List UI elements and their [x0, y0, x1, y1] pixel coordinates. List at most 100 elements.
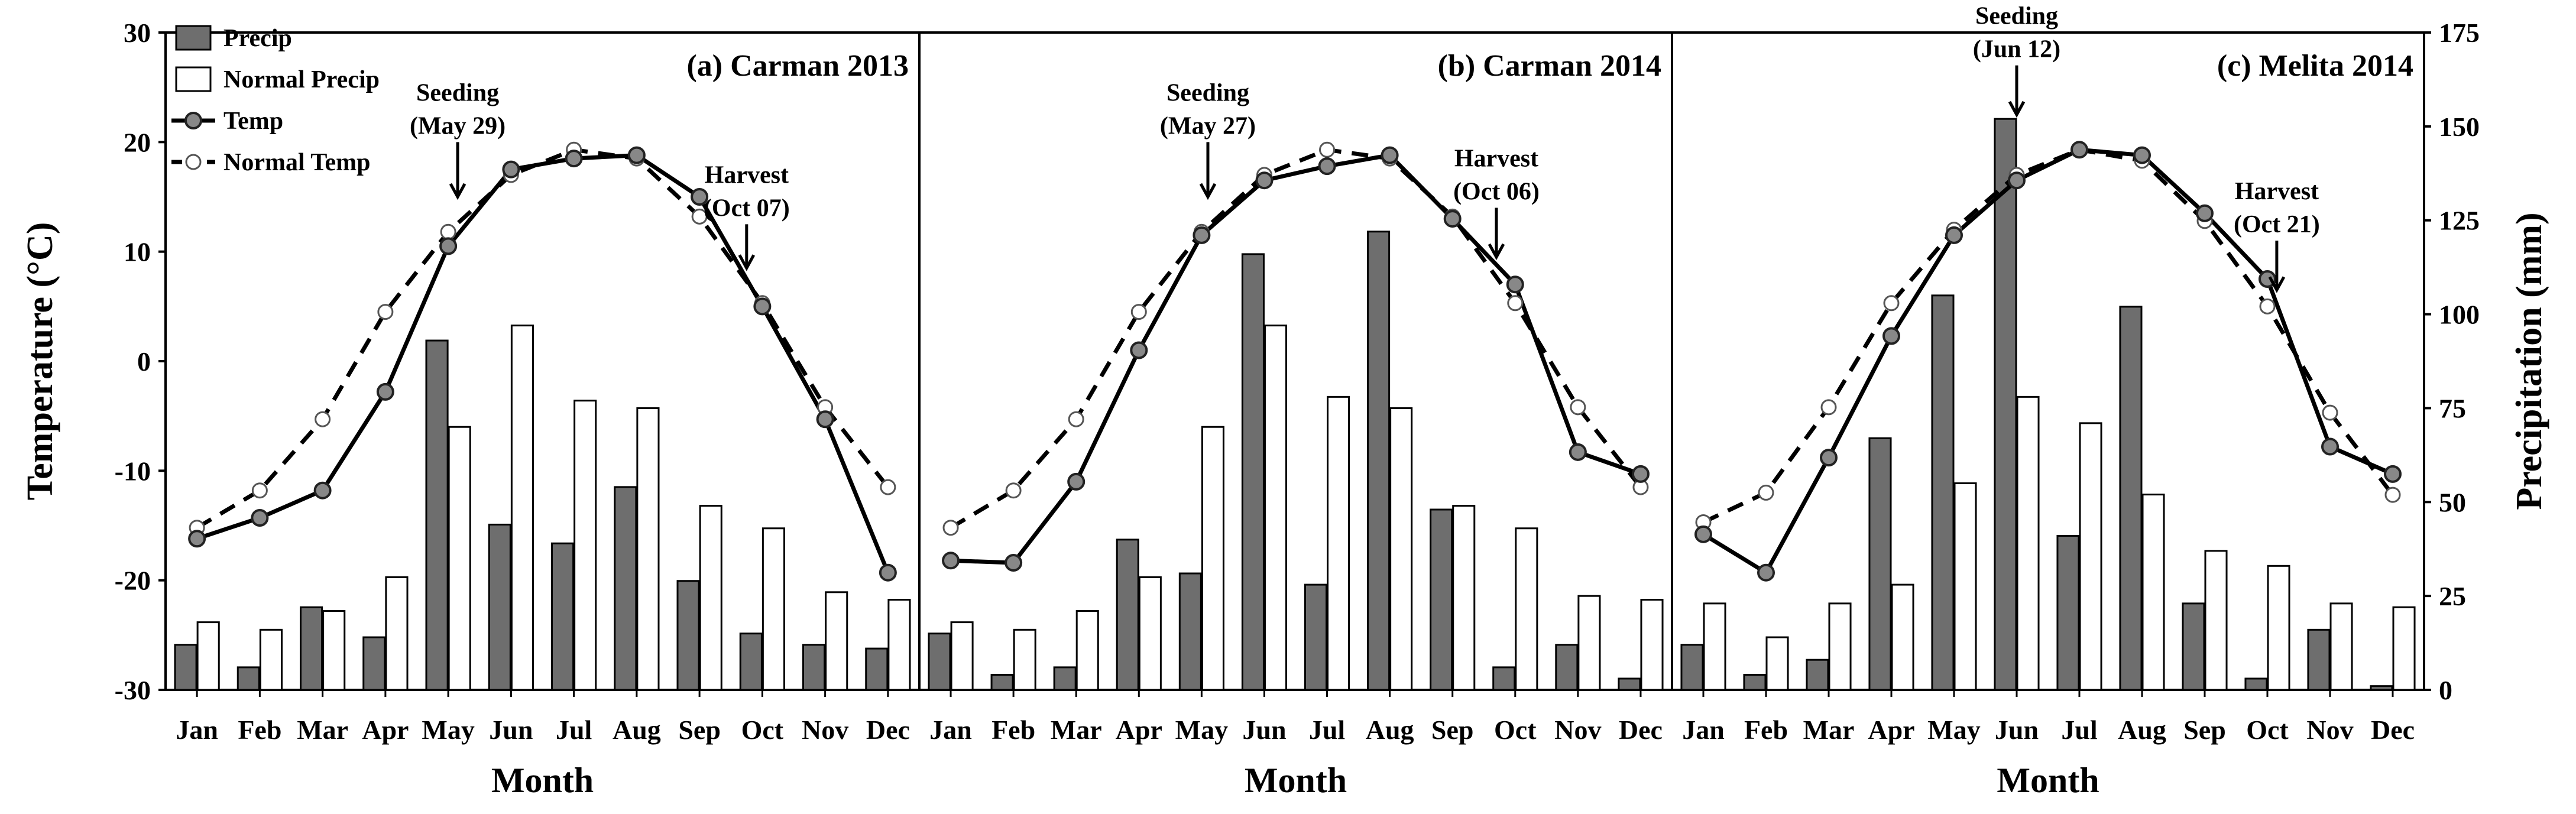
- temp-point: [2133, 146, 2151, 164]
- month-tick-label: Apr: [1868, 715, 1914, 745]
- temp-point: [1945, 226, 1963, 244]
- panel-title: (c) Melita 2014: [2217, 49, 2413, 83]
- normal-precip-bar: [1201, 426, 1224, 691]
- temp-point: [439, 237, 458, 255]
- normal-precip-bar: [1263, 325, 1288, 691]
- left-tick-label: 10: [124, 237, 151, 267]
- normal-temp-point: [2322, 404, 2338, 421]
- normal-precip-bar: [762, 527, 785, 691]
- precip-bar: [1492, 666, 1516, 691]
- normal-precip-bar: [825, 591, 848, 691]
- month-tick-label: Apr: [1116, 715, 1162, 745]
- temp-line: [950, 153, 1642, 565]
- month-tick-label: Mar: [1051, 715, 1102, 745]
- temp-point: [2070, 141, 2088, 159]
- right-tick-label: 0: [2439, 675, 2452, 705]
- normal-temp-point: [1068, 411, 1084, 427]
- normal-precip-bar: [1515, 527, 1538, 691]
- month-tick-label: May: [422, 715, 474, 745]
- precip-bar: [1178, 572, 1202, 691]
- precip-bar: [1367, 231, 1391, 691]
- precip-bar: [1555, 644, 1579, 691]
- normal-precip-bar: [1891, 583, 1914, 691]
- precip-bar: [1618, 677, 1641, 691]
- precip-bar: [1116, 539, 1139, 691]
- normal-temp-point: [942, 520, 959, 536]
- normal-precip-bar: [1452, 505, 1476, 691]
- normal-temp-point: [1507, 295, 1524, 312]
- left-tick-label: 0: [137, 346, 151, 377]
- normal-precip-bar: [259, 628, 283, 691]
- normal-precip-bar: [1765, 636, 1789, 691]
- normal-precip-bar: [385, 576, 409, 691]
- month-tick-label: Jun: [489, 715, 533, 745]
- temp-point: [1757, 563, 1775, 582]
- legend-temp-marker: [184, 112, 202, 129]
- temp-point: [1820, 449, 1838, 467]
- month-tick-label: Feb: [238, 715, 281, 745]
- temp-point: [1005, 554, 1023, 572]
- temp-point: [1443, 210, 1462, 228]
- legend-precip-label: Precip: [223, 25, 292, 52]
- temp-point: [1130, 341, 1148, 359]
- precip-bar: [614, 486, 637, 691]
- month-tick-label: Jun: [1242, 715, 1286, 745]
- temp-point: [1318, 157, 1336, 176]
- month-tick-label: May: [1175, 715, 1228, 745]
- precip-bar: [1994, 118, 2017, 691]
- temp-point: [2321, 437, 2339, 456]
- month-tick-label: Jul: [556, 715, 592, 745]
- legend-normal-temp-marker: [185, 154, 202, 170]
- month-tick-label: Sep: [1431, 715, 1474, 745]
- precip-bar: [300, 606, 323, 691]
- normal-precip-bar: [1075, 610, 1099, 691]
- harvest-date-label: (Oct 07): [704, 194, 790, 222]
- seeding-date-label: (Jun 12): [1973, 36, 2060, 63]
- temp-point: [691, 188, 709, 206]
- precip-bar: [739, 633, 763, 691]
- harvest-arrow-head: [738, 254, 756, 271]
- harvest-date-label: (Oct 06): [1453, 179, 1540, 206]
- harvest-label: Harvest: [705, 161, 789, 189]
- normal-temp-point: [2259, 298, 2276, 314]
- x-axis-title: Month: [1245, 761, 1347, 800]
- normal-precip-bar: [1013, 628, 1036, 691]
- normal-precip-bar: [950, 621, 974, 691]
- x-axis-title: Month: [491, 761, 594, 800]
- temp-point: [1631, 465, 1650, 483]
- precip-bar: [2056, 534, 2080, 691]
- precip-bar: [990, 674, 1014, 691]
- normal-precip-bar: [2079, 422, 2102, 691]
- normal-temp-point: [880, 479, 896, 495]
- temp-point: [502, 160, 520, 179]
- precip-bar: [1806, 659, 1829, 691]
- month-tick-label: Sep: [678, 715, 721, 745]
- normal-precip-bar: [2141, 494, 2165, 691]
- temp-point: [879, 563, 897, 582]
- temp-point: [753, 297, 772, 316]
- month-tick-label: Oct: [741, 715, 784, 745]
- precip-bar: [2307, 628, 2331, 691]
- month-tick-label: Dec: [2371, 715, 2415, 745]
- seeding-arrow-head: [2008, 100, 2026, 118]
- normal-precip-bar: [448, 426, 471, 691]
- month-tick-label: May: [1927, 715, 1980, 745]
- right-tick-label: 50: [2439, 487, 2466, 517]
- temp-point: [627, 146, 646, 164]
- seeding-date-label: (May 27): [1160, 112, 1256, 140]
- legend-normal-precip-label: Normal Precip: [223, 66, 380, 93]
- temp-line: [196, 153, 890, 574]
- left-tick-label: 20: [124, 127, 151, 157]
- normal-precip-bar: [1953, 482, 1977, 691]
- panel-title: (b) Carman 2014: [1438, 49, 1661, 83]
- normal-precip-bar: [1577, 595, 1601, 691]
- temp-point: [313, 481, 332, 500]
- seeding-date-label: (May 29): [410, 112, 506, 140]
- harvest-label: Harvest: [1454, 145, 1538, 173]
- precip-bar: [2182, 602, 2205, 691]
- month-tick-label: Jan: [1682, 715, 1725, 745]
- normal-precip-bar: [1138, 576, 1162, 691]
- legend-temp-label: Temp: [223, 108, 283, 135]
- month-tick-label: Feb: [1744, 715, 1788, 745]
- seeding-label: Seeding: [416, 79, 499, 106]
